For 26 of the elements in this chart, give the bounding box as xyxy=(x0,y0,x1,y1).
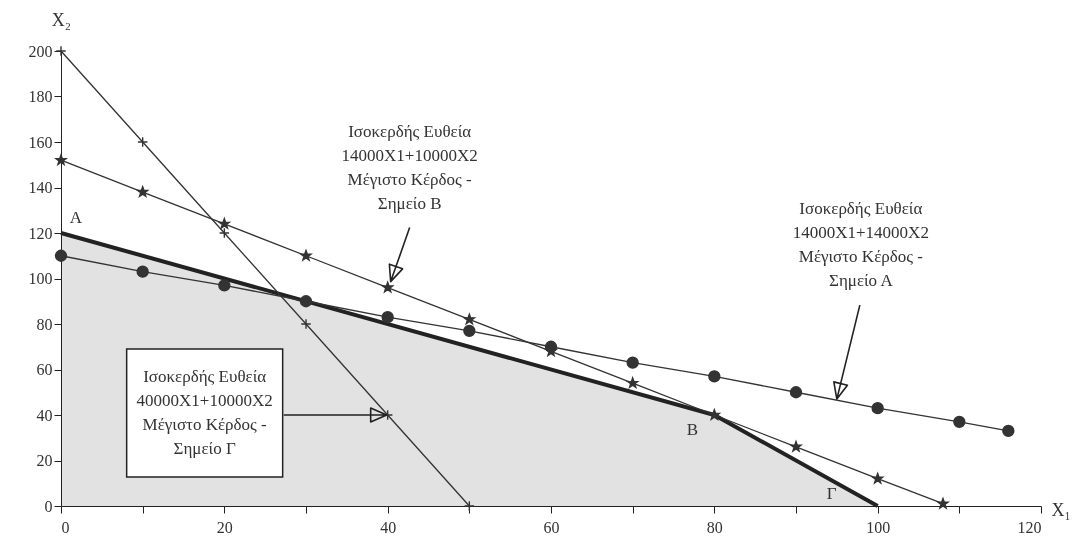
y-tick-label: 180 xyxy=(28,88,53,105)
x-tick-label: 20 xyxy=(216,518,233,536)
y-tick-label: 140 xyxy=(28,179,53,196)
annotation: Ισοκερδής Ευθεία 14000X1+14000X2 Μέγιστο Κέρδος - Σημείο Α xyxy=(792,199,929,291)
x-tick-label: 40 xyxy=(380,518,397,536)
x-axis-title: X₁ xyxy=(1051,499,1071,520)
y-axis-title: X₂ xyxy=(51,9,72,30)
y-tick-label: 0 xyxy=(44,497,53,515)
y-tick-label: 80 xyxy=(36,315,53,333)
annotation: Β xyxy=(686,420,699,439)
x-tick-label: 120 xyxy=(1017,518,1042,536)
x-tick-label: 80 xyxy=(706,518,723,536)
annotation: Ισοκερδής Ευθεία 14000X1+10000X2 Μέγιστο Κέρδος - Σημείο Β xyxy=(341,121,478,213)
y-tick-label: 120 xyxy=(28,224,53,242)
y-tick-label: 200 xyxy=(28,42,53,60)
x-tick-label: 60 xyxy=(543,518,560,536)
y-tick-label: 160 xyxy=(28,133,53,151)
annotation: Γ xyxy=(826,484,837,503)
annotation: Α xyxy=(69,208,83,227)
x-tick-label: 0 xyxy=(61,518,70,536)
y-tick-label: 40 xyxy=(36,406,53,424)
x-tick-label: 100 xyxy=(866,518,891,536)
annotation: Ισοκερδής Ευθεία 40000X1+10000X2 Μέγιστο Κέρδος - Σημείο Γ xyxy=(136,367,273,458)
y-tick-label: 20 xyxy=(36,452,53,469)
y-tick-label: 60 xyxy=(36,361,53,378)
y-tick-label: 100 xyxy=(28,270,53,287)
